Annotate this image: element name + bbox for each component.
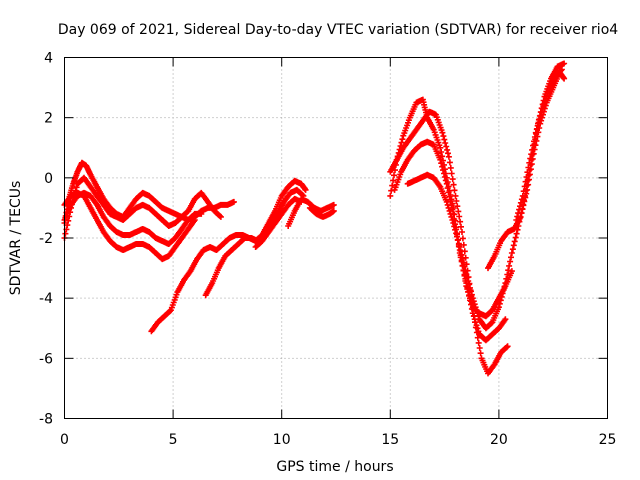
series-arc8 <box>285 195 337 229</box>
x-axis-label: GPS time / hours <box>276 459 393 475</box>
y-tick-label: -8 <box>39 412 53 428</box>
series-markers <box>513 66 565 223</box>
series-arc9 <box>306 204 337 220</box>
x-tick-label: 20 <box>490 432 508 448</box>
series-arc15 <box>513 66 565 223</box>
y-axis-label: SDTVAR / TECUs <box>8 181 24 296</box>
y-tick-label: 4 <box>44 51 53 67</box>
y-tick-label: -2 <box>39 231 53 247</box>
x-tick-label: 25 <box>599 432 617 448</box>
series-markers <box>285 195 337 229</box>
series-arc7 <box>252 195 305 250</box>
data-layer <box>61 60 568 377</box>
y-tick-label: 2 <box>44 111 53 127</box>
y-tick-label: 0 <box>44 171 53 187</box>
x-tick-label: 10 <box>273 432 291 448</box>
ticks <box>64 57 608 419</box>
y-tick-label: -6 <box>39 351 53 367</box>
tick-labels: 0 5 10 15 20 25 -8 -6 -4 -2 0 2 4 <box>39 51 616 449</box>
x-tick-label: 5 <box>169 432 178 448</box>
series-markers <box>306 204 337 220</box>
series-markers <box>252 195 305 250</box>
chart-title: Day 069 of 2021, Sidereal Day-to-day VTE… <box>58 22 618 38</box>
x-tick-label: 0 <box>60 432 69 448</box>
x-tick-label: 15 <box>381 432 399 448</box>
y-tick-label: -4 <box>39 291 53 307</box>
